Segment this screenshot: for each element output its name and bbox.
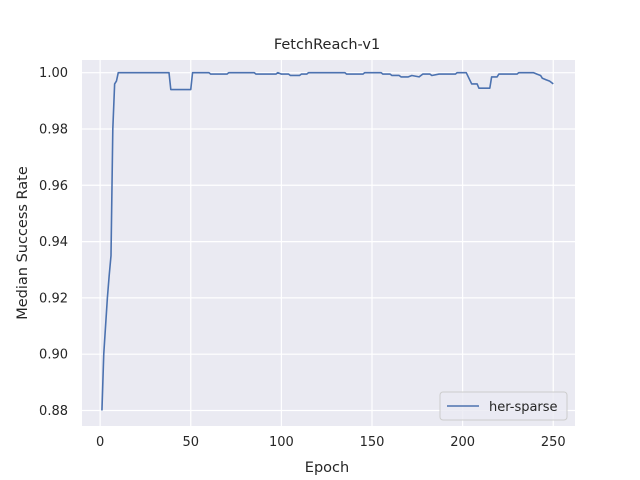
y-tick-label: 0.92	[39, 291, 68, 306]
y-axis-ticks: 0.88 0.90 0.92 0.94 0.96 0.98 1.00	[39, 66, 68, 419]
x-tick-label: 200	[450, 435, 475, 450]
y-tick-label: 0.90	[39, 348, 68, 363]
legend-label: her-sparse	[489, 400, 558, 415]
series-layer	[101, 71, 554, 411]
x-tick-label: 0	[96, 435, 104, 450]
y-tick-label: 0.94	[39, 235, 68, 250]
y-tick-label: 0.98	[39, 122, 68, 137]
plot-area	[82, 60, 575, 426]
legend-box	[439, 391, 568, 421]
x-tick-label: 250	[541, 435, 566, 450]
chart-title: FetchReach-v1	[274, 37, 380, 53]
x-tick-label: 150	[360, 435, 385, 450]
series-line-her-sparse	[101, 71, 554, 411]
y-tick-label: 0.88	[39, 404, 68, 419]
x-axis-label: Epoch	[305, 460, 349, 476]
x-tick-label: 100	[269, 435, 294, 450]
legend: her-sparse	[439, 391, 568, 421]
x-tick-label: 50	[182, 435, 199, 450]
y-tick-label: 0.96	[39, 179, 68, 194]
x-axis-ticks: 0 50 100 150 200 250	[96, 435, 566, 450]
y-tick-label: 1.00	[39, 66, 68, 81]
y-axis-label: Median Success Rate	[15, 166, 31, 320]
